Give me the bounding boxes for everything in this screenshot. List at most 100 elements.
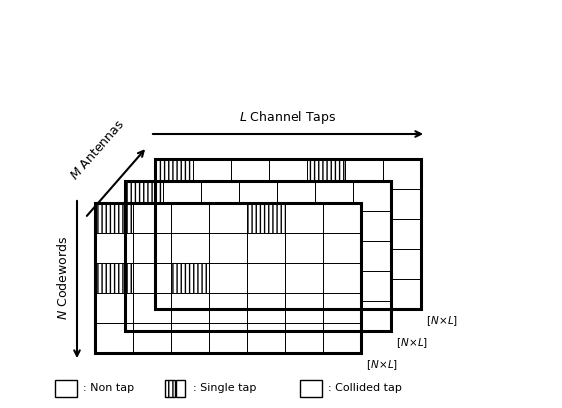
Bar [269, 189, 307, 219]
Bar [133, 203, 171, 233]
Bar [193, 219, 231, 249]
Text: : Single tap: : Single tap [193, 383, 256, 393]
Bar [300, 379, 322, 397]
Bar [307, 159, 345, 189]
Bar [133, 233, 171, 263]
Bar [247, 203, 285, 233]
Bar [155, 279, 193, 309]
Bar [353, 271, 391, 301]
Bar [125, 181, 391, 331]
Bar [209, 203, 247, 233]
Bar [247, 233, 285, 263]
Bar [95, 203, 361, 353]
Bar [231, 159, 269, 189]
Bar [95, 293, 133, 323]
Bar [345, 249, 383, 279]
Bar [315, 241, 353, 271]
Bar [171, 233, 209, 263]
Bar [95, 203, 133, 233]
Bar [353, 181, 391, 211]
Bar [285, 323, 323, 353]
Bar [125, 211, 163, 241]
Text: $N$ Codewords: $N$ Codewords [56, 236, 70, 320]
Bar [175, 379, 185, 397]
Bar [353, 211, 391, 241]
Bar [163, 271, 201, 301]
Bar [163, 241, 201, 271]
Bar [307, 189, 345, 219]
Bar [269, 219, 307, 249]
Bar [201, 241, 239, 271]
Text: : Collided tap: : Collided tap [328, 383, 402, 393]
Bar [209, 263, 247, 293]
Bar [345, 159, 383, 189]
Bar [315, 301, 353, 331]
Bar [247, 293, 285, 323]
Bar [323, 293, 361, 323]
Bar [125, 271, 163, 301]
Bar [155, 189, 193, 219]
Bar [95, 233, 133, 263]
Bar [155, 249, 193, 279]
Bar [277, 211, 315, 241]
Bar [323, 233, 361, 263]
Bar [315, 181, 353, 211]
Text: $M$ Antennas: $M$ Antennas [69, 117, 128, 182]
Bar [163, 211, 201, 241]
Bar [193, 189, 231, 219]
Bar [125, 241, 163, 271]
Bar [247, 323, 285, 353]
Bar [133, 263, 171, 293]
Bar [277, 271, 315, 301]
Bar [171, 323, 209, 353]
Bar [155, 219, 193, 249]
Bar [247, 263, 285, 293]
Bar [269, 249, 307, 279]
Bar [307, 249, 345, 279]
Bar [345, 279, 383, 309]
Bar [133, 323, 171, 353]
Bar [163, 181, 201, 211]
Text: : Non tap: : Non tap [83, 383, 134, 393]
Bar [269, 159, 307, 189]
Bar [383, 249, 421, 279]
Bar [193, 279, 231, 309]
Bar [171, 293, 209, 323]
Text: $L$ Channel Taps: $L$ Channel Taps [239, 109, 337, 126]
Bar [323, 323, 361, 353]
Bar [315, 211, 353, 241]
Bar [239, 301, 277, 331]
Bar [209, 293, 247, 323]
Bar [163, 301, 201, 331]
Bar [171, 203, 209, 233]
Bar [239, 271, 277, 301]
Bar [383, 219, 421, 249]
Bar [125, 181, 163, 211]
Bar [155, 159, 421, 309]
Bar [353, 301, 391, 331]
Bar [285, 263, 323, 293]
Bar [345, 189, 383, 219]
Bar [201, 301, 239, 331]
Bar [133, 293, 171, 323]
Bar [239, 181, 277, 211]
Bar [307, 219, 345, 249]
Bar [353, 241, 391, 271]
Bar [201, 181, 239, 211]
Bar [269, 279, 307, 309]
Bar [231, 189, 269, 219]
Bar [125, 301, 163, 331]
Bar [231, 249, 269, 279]
Bar [193, 249, 231, 279]
Bar [209, 323, 247, 353]
Bar [171, 263, 209, 293]
Bar [383, 159, 421, 189]
Bar [155, 159, 193, 189]
Bar [323, 203, 361, 233]
Bar [277, 301, 315, 331]
Bar [201, 211, 239, 241]
Bar [323, 263, 361, 293]
Bar [231, 279, 269, 309]
Bar [95, 323, 133, 353]
Bar [315, 271, 353, 301]
